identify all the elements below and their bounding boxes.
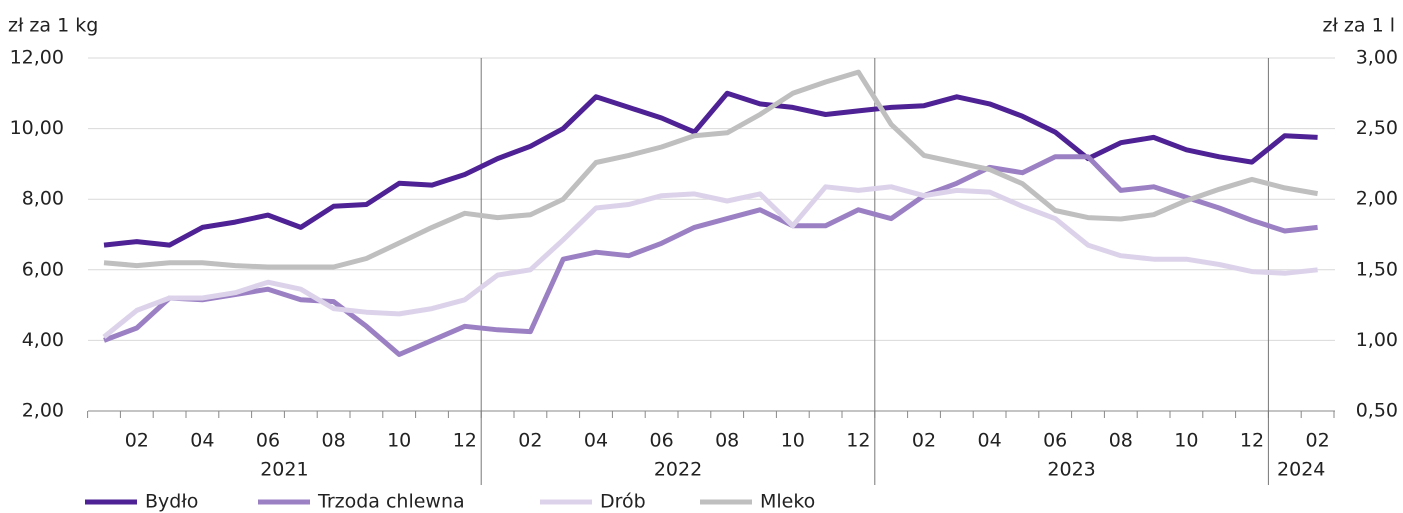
x-tick-label: 08 [322,430,346,452]
x-tick-label: 02 [125,430,149,452]
x-tick-label: 02 [1306,430,1330,452]
x-tick-label: 12 [453,430,477,452]
x-tick-label: 08 [1109,430,1133,452]
x-tick-label: 12 [1240,430,1264,452]
series-line [103,154,1318,357]
y-axis-label: zł za 1 kg [8,15,98,37]
y2-axis-label: zł za 1 l [1323,15,1395,37]
x-tick-label: 10 [387,430,411,452]
legend-label: Drób [600,491,646,513]
year-label: 2023 [1047,459,1095,481]
year-label: 2022 [654,459,702,481]
legend-label: Mleko [760,491,815,513]
series-line [103,90,1318,248]
x-tick-label: 02 [912,430,936,452]
y-tick-label: 4,00 [22,329,64,351]
x-tick-label: 06 [256,430,280,452]
x-tick-label: 04 [190,430,214,452]
y-tick-label: 2,00 [22,400,64,422]
y2-tick-label: 2,50 [1356,117,1398,139]
legend-label: Bydło [145,491,198,513]
x-tick-label: 06 [1043,430,1067,452]
y-tick-label: 10,00 [10,117,64,139]
y-tick-label: 12,00 [10,47,64,69]
legend-label: Trzoda chlewna [317,491,465,513]
y-tick-label: 6,00 [22,258,64,280]
y2-tick-label: 3,00 [1356,47,1398,69]
y-tick-label: 8,00 [22,188,64,210]
series-line [102,184,1318,339]
y2-tick-label: 2,00 [1356,188,1398,210]
y2-tick-label: 0,50 [1356,400,1398,422]
x-tick-label: 10 [1174,430,1198,452]
x-tick-label: 10 [781,430,805,452]
x-tick-label: 06 [650,430,674,452]
x-tick-label: 04 [584,430,608,452]
year-label: 2024 [1277,459,1325,481]
y2-tick-label: 1,00 [1356,329,1398,351]
x-tick-label: 04 [978,430,1002,452]
x-tick-label: 08 [715,430,739,452]
x-tick-label: 12 [846,430,870,452]
x-tick-label: 02 [518,430,542,452]
series-line [103,69,1319,270]
year-label: 2021 [260,459,308,481]
y2-tick-label: 1,50 [1356,258,1398,280]
